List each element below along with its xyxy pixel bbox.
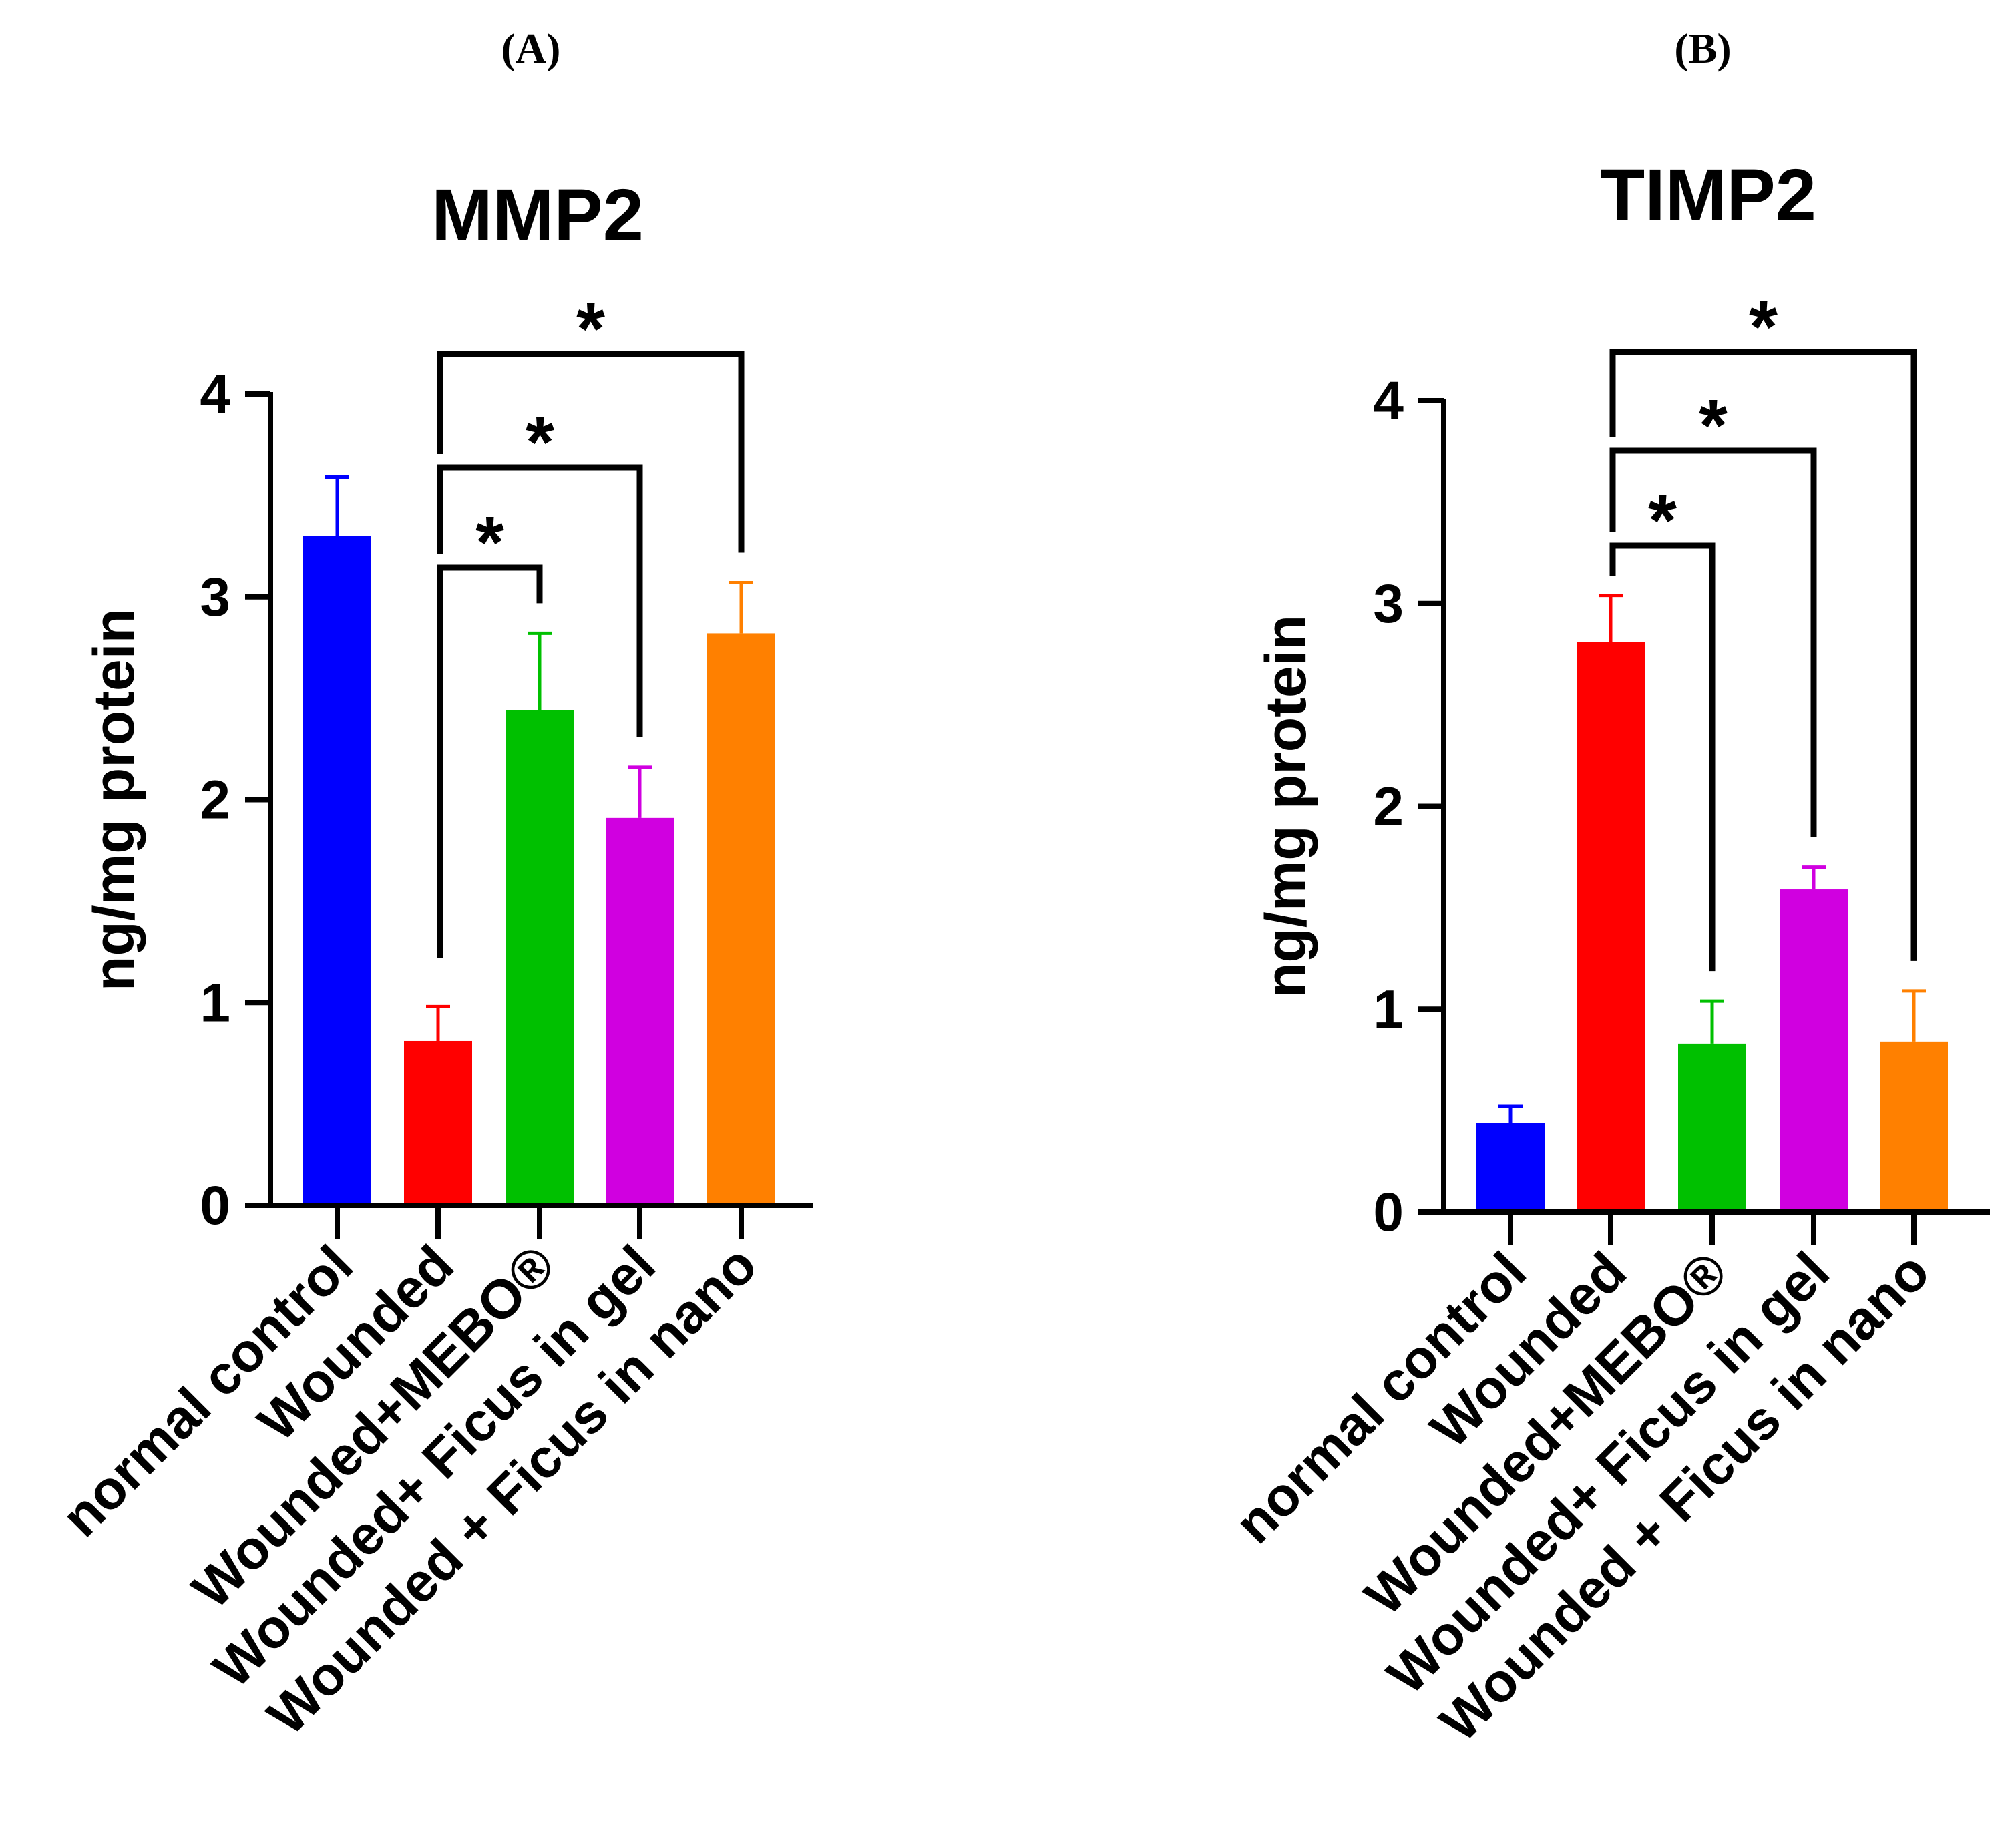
bar-3 [1678, 1043, 1746, 1212]
significance-star: * [526, 401, 554, 483]
y-tick-label: 3 [1373, 574, 1404, 634]
bar-5 [1880, 1041, 1948, 1212]
significance-bracket [437, 564, 543, 958]
significance-bracket [437, 464, 643, 737]
bar-4 [606, 817, 674, 1205]
bar-1 [303, 536, 371, 1205]
significance-bracket [1609, 349, 1917, 961]
y-tick-label: 2 [200, 770, 230, 831]
y-tick-label: 4 [1373, 371, 1404, 431]
y-tick-label: 3 [200, 567, 230, 628]
significance-bracket [437, 351, 745, 553]
y-tick-label: 1 [1373, 979, 1404, 1040]
significance-star: * [475, 501, 504, 584]
bar-4 [1780, 889, 1848, 1212]
significance-star: * [1648, 479, 1677, 562]
panel-label: (A) [501, 25, 561, 72]
bar-1 [1476, 1123, 1545, 1212]
chart-title: TIMP2 [1600, 154, 1816, 236]
bar-5 [707, 633, 775, 1205]
significance-bracket [1609, 542, 1716, 972]
significance-bracket [1609, 447, 1817, 837]
bar-2 [404, 1040, 472, 1205]
bar-2 [1577, 642, 1645, 1212]
significance-star: * [1699, 385, 1728, 467]
y-tick-label: 2 [1373, 777, 1404, 837]
significance-star: * [576, 288, 605, 370]
y-tick-label: 0 [200, 1175, 230, 1236]
y-tick-label: 1 [200, 972, 230, 1033]
y-tick-label: 0 [1373, 1182, 1404, 1243]
y-axis-label: ng/mg protein [82, 608, 146, 991]
y-axis-label: ng/mg protein [1254, 615, 1318, 998]
y-tick-label: 4 [200, 364, 230, 425]
bar-3 [506, 710, 574, 1205]
significance-star: * [1749, 286, 1778, 368]
chart-title: MMP2 [431, 174, 644, 256]
panel-label: (B) [1674, 25, 1731, 72]
